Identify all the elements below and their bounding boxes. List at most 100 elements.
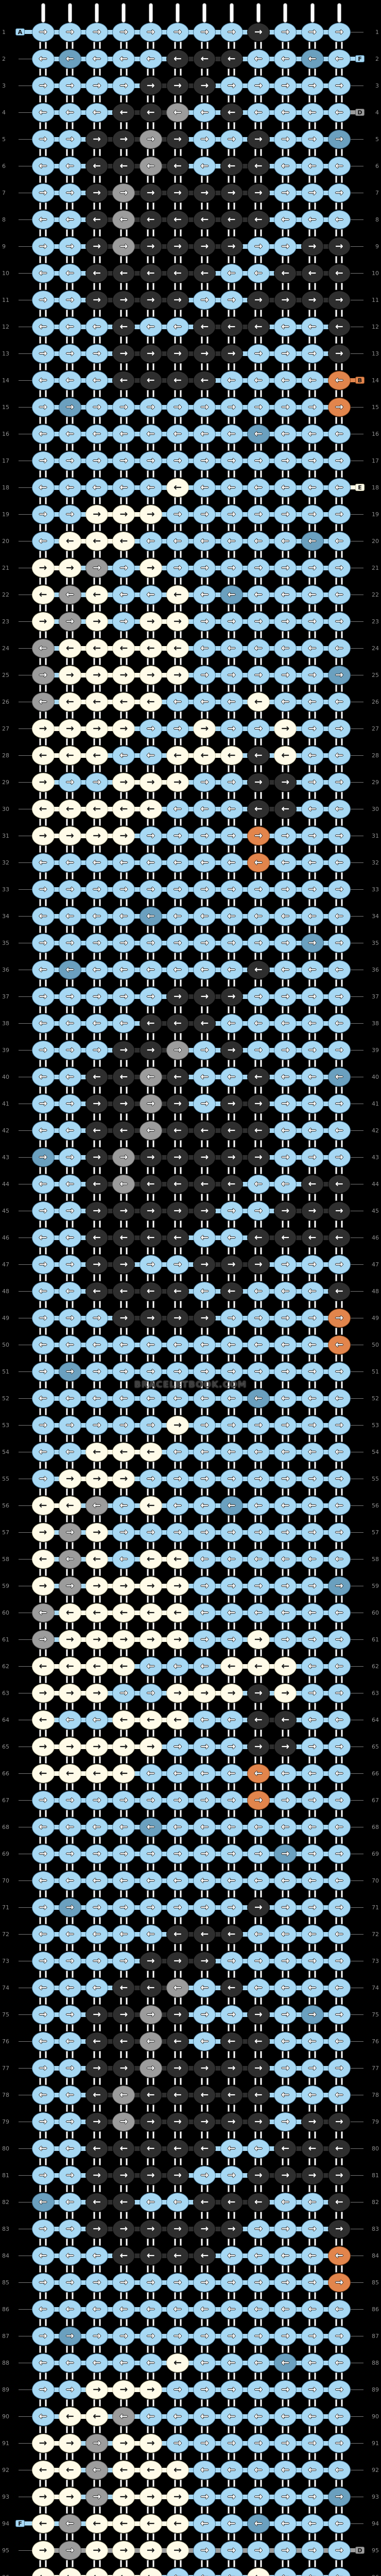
string-stub xyxy=(45,310,47,317)
knot: ← xyxy=(58,1817,81,1837)
string-stub xyxy=(335,1837,338,1844)
knot: → xyxy=(274,1040,297,1060)
knot-connector xyxy=(79,2012,88,2017)
right-arrow-icon: → xyxy=(39,79,47,91)
right-arrow-icon: → xyxy=(146,79,155,91)
knot-connector xyxy=(187,1878,195,1883)
left-arrow-icon: ← xyxy=(174,1017,182,1029)
string-stub xyxy=(260,1167,263,1174)
knot: → xyxy=(58,879,81,899)
string-stub xyxy=(174,899,176,906)
row-number-right: 20 xyxy=(372,538,379,545)
left-arrow-icon: ← xyxy=(335,588,343,600)
knot: → xyxy=(31,504,55,524)
knot: → xyxy=(58,987,81,1006)
knot-connector xyxy=(160,1476,168,1481)
string-stub xyxy=(228,497,230,504)
knot: ← xyxy=(274,1978,297,1997)
string-stub xyxy=(287,1060,289,1067)
knot-connector xyxy=(133,940,141,945)
left-arrow-icon: ← xyxy=(119,1767,128,1779)
string-stub xyxy=(152,1221,155,1228)
knot-connector xyxy=(79,404,88,410)
row-pointer-line-left xyxy=(19,648,32,649)
knot-connector xyxy=(214,1958,222,1963)
string-stub xyxy=(228,2024,230,2031)
knot: ← xyxy=(247,1496,270,1515)
right-arrow-icon: → xyxy=(227,937,236,948)
knot-connector xyxy=(322,1556,330,1562)
string-stub xyxy=(281,1328,284,1335)
knot-connector xyxy=(53,83,60,88)
string-stub xyxy=(341,95,343,103)
string-stub xyxy=(98,926,101,933)
right-arrow-icon: → xyxy=(39,1472,47,1484)
row-number-left: 63 xyxy=(2,1690,9,1697)
right-arrow-icon: → xyxy=(146,2062,155,2074)
right-arrow-icon: → xyxy=(281,1633,290,1645)
string-stub xyxy=(281,2105,284,2112)
left-arrow-icon: ← xyxy=(227,642,236,654)
string-stub xyxy=(179,1596,182,1603)
string-stub xyxy=(254,149,257,156)
string-stub xyxy=(335,524,338,531)
right-arrow-icon: → xyxy=(174,26,182,38)
left-arrow-icon: ← xyxy=(39,1874,47,1886)
string-stub xyxy=(72,363,74,370)
row-number-right: 70 xyxy=(372,1877,379,1884)
knot: ← xyxy=(31,1496,55,1515)
right-arrow-icon: → xyxy=(335,615,343,627)
knot: → xyxy=(247,987,270,1006)
string-stub xyxy=(119,1328,122,1335)
right-arrow-icon: → xyxy=(227,1580,236,1591)
string-stub xyxy=(125,1435,128,1442)
knot-connector xyxy=(107,1208,114,1213)
left-arrow-icon: ← xyxy=(281,1231,290,1243)
left-arrow-icon: ← xyxy=(335,2089,343,2100)
knot: → xyxy=(274,719,297,738)
knot-connector xyxy=(322,1235,330,1240)
right-arrow-icon: → xyxy=(65,776,74,788)
string-stub xyxy=(314,1087,316,1094)
knot-connector xyxy=(241,1744,249,1749)
string-stub xyxy=(233,1730,236,1737)
knot: → xyxy=(220,665,243,685)
left-arrow-icon: ← xyxy=(174,856,182,868)
string-stub xyxy=(314,69,316,76)
knot: ← xyxy=(31,745,55,765)
string-stub xyxy=(200,310,203,317)
string-stub xyxy=(200,202,203,210)
left-arrow-icon: ← xyxy=(308,1392,317,1404)
knot: ← xyxy=(193,1603,216,1622)
knot: → xyxy=(327,1951,351,1971)
string-stub xyxy=(98,2051,101,2058)
string-stub xyxy=(341,1033,343,1040)
knot-connector xyxy=(295,56,303,61)
string-stub xyxy=(174,176,176,183)
string-stub xyxy=(179,1676,182,1683)
string-stub xyxy=(98,953,101,960)
string-stub xyxy=(228,1676,230,1683)
string-stub xyxy=(228,1515,230,1522)
left-arrow-icon: ← xyxy=(200,856,209,868)
string-stub xyxy=(93,1944,95,1951)
knot-connector xyxy=(133,1905,141,1910)
string-stub xyxy=(152,2051,155,2058)
knot-connector xyxy=(241,2092,249,2097)
string-stub xyxy=(147,792,149,799)
string-stub xyxy=(287,1622,289,1630)
knot: → xyxy=(327,2005,351,2024)
knot: → xyxy=(301,76,324,95)
right-arrow-icon: → xyxy=(227,1365,236,1377)
knot: → xyxy=(139,1201,162,1221)
knot-connector xyxy=(295,619,303,624)
string-stub xyxy=(228,1542,230,1549)
left-arrow-icon: ← xyxy=(308,696,317,707)
knot-connector xyxy=(133,1128,141,1133)
string-stub xyxy=(72,1676,74,1683)
row-number-right: 21 xyxy=(372,565,379,571)
knot-connector xyxy=(322,297,330,302)
string-stub xyxy=(174,122,176,129)
knot-connector xyxy=(322,1958,330,1963)
string-stub xyxy=(98,1488,101,1496)
